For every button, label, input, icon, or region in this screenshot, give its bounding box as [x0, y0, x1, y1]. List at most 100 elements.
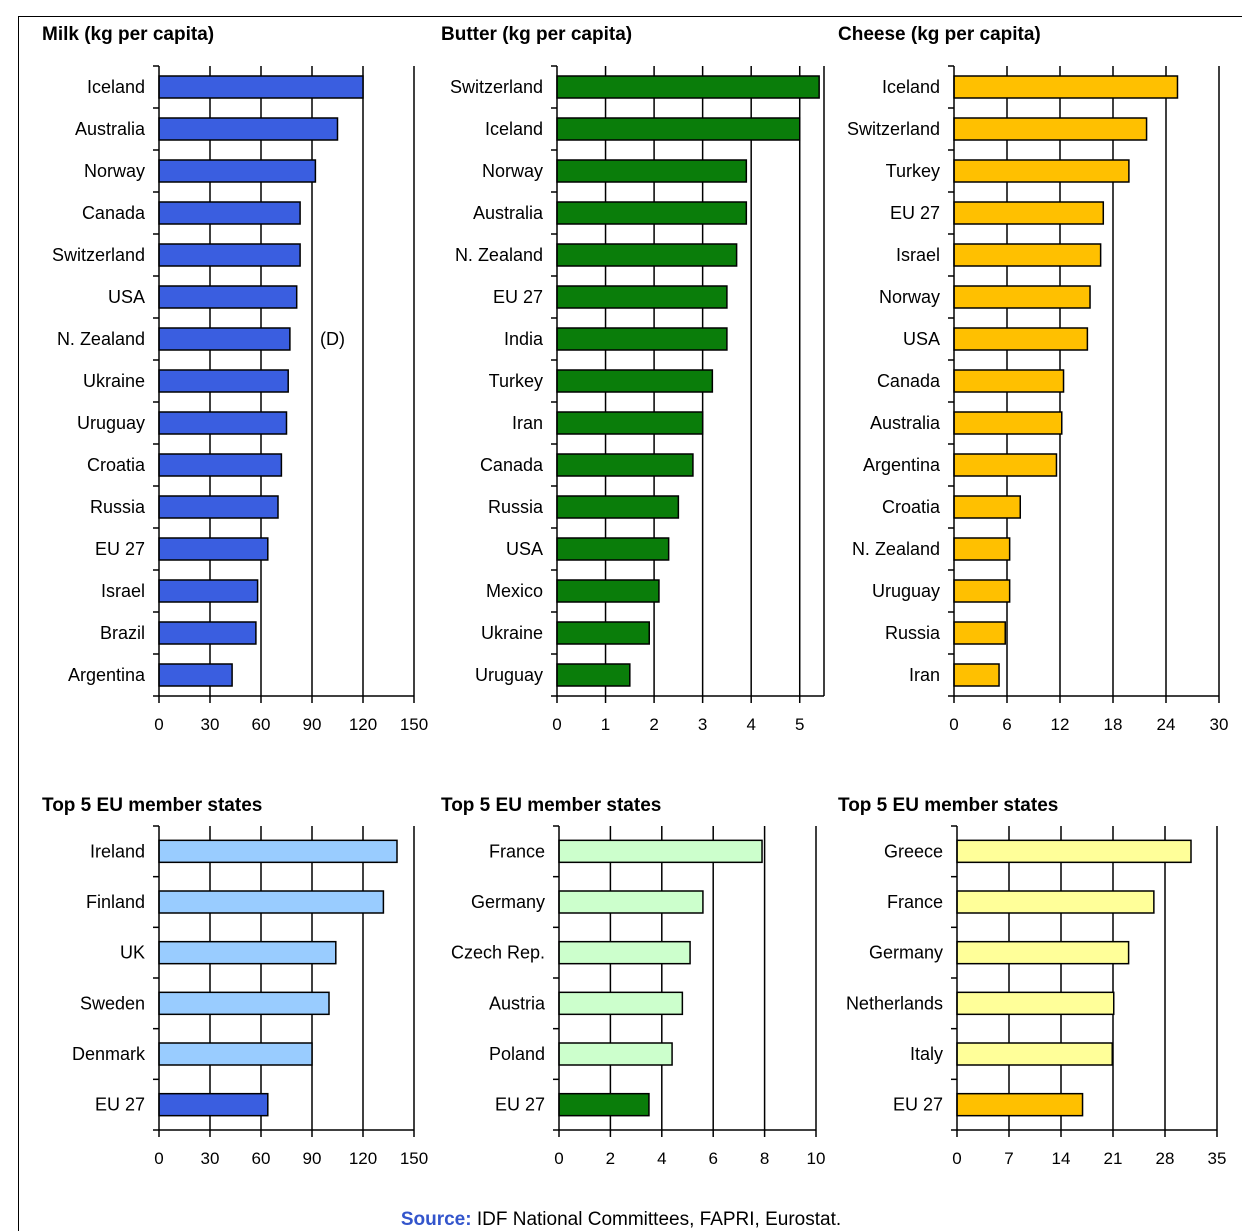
category-label: Russia: [90, 497, 146, 517]
category-label: Turkey: [886, 161, 940, 181]
x-tick-label: 1: [601, 715, 610, 734]
category-label: USA: [108, 287, 145, 307]
bar-ukraine: [158, 369, 289, 393]
x-tick-label: 28: [1156, 1149, 1175, 1168]
category-label: EU 27: [893, 1095, 943, 1115]
x-tick-label: 6: [1002, 715, 1011, 734]
bar-italy: [956, 1042, 1114, 1066]
category-label: Argentina: [863, 455, 941, 475]
bar-uruguay: [556, 663, 631, 687]
bar-usa: [158, 285, 298, 309]
x-tick-label: 90: [303, 1149, 322, 1168]
category-label: Croatia: [882, 497, 941, 517]
bar-israel: [158, 579, 259, 603]
bar-eu-27: [158, 1092, 269, 1117]
source-note: Source: IDF National Committees, FAPRI, …: [0, 1209, 1242, 1231]
x-tick-label: 6: [708, 1149, 717, 1168]
category-label: Sweden: [80, 993, 145, 1013]
category-label: Germany: [471, 892, 545, 912]
x-tick-label: 8: [760, 1149, 769, 1168]
bar-australia: [556, 201, 748, 225]
chart-panel-1: Milk (kg per capita) 0 30 60 90 120 150 Iceland…: [42, 24, 428, 734]
bar-turkey: [556, 369, 714, 393]
bar-mexico: [556, 579, 660, 603]
bar-croatia: [158, 453, 283, 477]
category-label: Finland: [86, 892, 145, 912]
bar-france: [956, 890, 1155, 914]
bar-ukraine: [556, 621, 650, 645]
bar-denmark: [158, 1042, 313, 1066]
bar-iran: [556, 411, 704, 435]
x-tick-label: 150: [400, 1149, 428, 1168]
bar-brazil: [158, 621, 257, 645]
x-tick-label: 120: [349, 715, 377, 734]
x-tick-label: 0: [554, 1149, 563, 1168]
category-label: Brazil: [100, 623, 145, 643]
x-tick-label: 60: [252, 715, 271, 734]
bar-eu-27: [956, 1092, 1084, 1117]
category-label: Australia: [473, 203, 544, 223]
category-label: Ukraine: [83, 371, 145, 391]
category-label: Netherlands: [846, 993, 943, 1013]
category-label: N. Zealand: [57, 329, 145, 349]
category-label: EU 27: [95, 539, 145, 559]
bar-germany: [558, 890, 704, 914]
x-tick-label: 4: [657, 1149, 666, 1168]
x-tick-label: 12: [1051, 715, 1070, 734]
x-tick-label: 0: [154, 715, 163, 734]
category-label: N. Zealand: [455, 245, 543, 265]
category-label: Uruguay: [475, 665, 543, 685]
bar-n-zealand: [556, 243, 738, 267]
bar-n-zealand: [158, 327, 291, 351]
x-tick-label: 24: [1157, 715, 1176, 734]
bar-usa: [953, 327, 1089, 351]
category-label: EU 27: [493, 287, 543, 307]
bar-canada: [953, 369, 1065, 393]
bar-norway: [158, 159, 317, 183]
category-label: Australia: [870, 413, 941, 433]
bar-greece: [956, 839, 1192, 864]
category-label: Canada: [82, 203, 146, 223]
category-label: Argentina: [68, 665, 146, 685]
bar-iceland: [158, 75, 364, 99]
x-tick-label: 5: [795, 715, 804, 734]
category-label: Canada: [480, 455, 544, 475]
category-label: Russia: [488, 497, 544, 517]
bar-russia: [158, 495, 279, 519]
category-label: Iran: [512, 413, 543, 433]
x-tick-label: 4: [746, 715, 755, 734]
x-tick-label: 0: [154, 1149, 163, 1168]
x-tick-label: 2: [649, 715, 658, 734]
category-label: Denmark: [72, 1044, 146, 1064]
bar-russia: [556, 495, 680, 519]
x-tick-label: 120: [349, 1149, 377, 1168]
category-label: Iran: [909, 665, 940, 685]
bar-russia: [953, 621, 1006, 645]
bar-canada: [158, 201, 301, 225]
chart-panel-5: Top 5 EU member states 0 2 4 6 8 10 France Germa…: [441, 795, 825, 1168]
bar-canada: [556, 453, 694, 477]
category-label: Croatia: [87, 455, 146, 475]
bar-iceland: [953, 75, 1179, 99]
category-label: Uruguay: [872, 581, 940, 601]
category-label: Iceland: [882, 77, 940, 97]
bar-germany: [956, 940, 1130, 965]
category-label: EU 27: [890, 203, 940, 223]
category-label: Iceland: [485, 119, 543, 139]
x-tick-label: 2: [606, 1149, 615, 1168]
bar-poland: [558, 1042, 673, 1066]
category-label: Canada: [877, 371, 941, 391]
x-tick-label: 30: [201, 1149, 220, 1168]
x-tick-label: 10: [807, 1149, 826, 1168]
chart-panel-4: Top 5 EU member states 0 30 60 90 120 150 Irela…: [42, 795, 428, 1168]
source-text: IDF National Committees, FAPRI, Eurostat…: [476, 1209, 842, 1230]
category-label: Mexico: [486, 581, 543, 601]
bar-switzerland: [953, 117, 1148, 141]
chart-panel-6: Top 5 EU member states 0 7 14 21 28 35 Greece Fr…: [838, 795, 1226, 1168]
bar-ireland: [158, 839, 398, 864]
bar-n-zealand: [953, 537, 1011, 561]
category-label: Norway: [84, 161, 145, 181]
bar-turkey: [953, 159, 1130, 183]
bar-usa: [556, 537, 670, 561]
